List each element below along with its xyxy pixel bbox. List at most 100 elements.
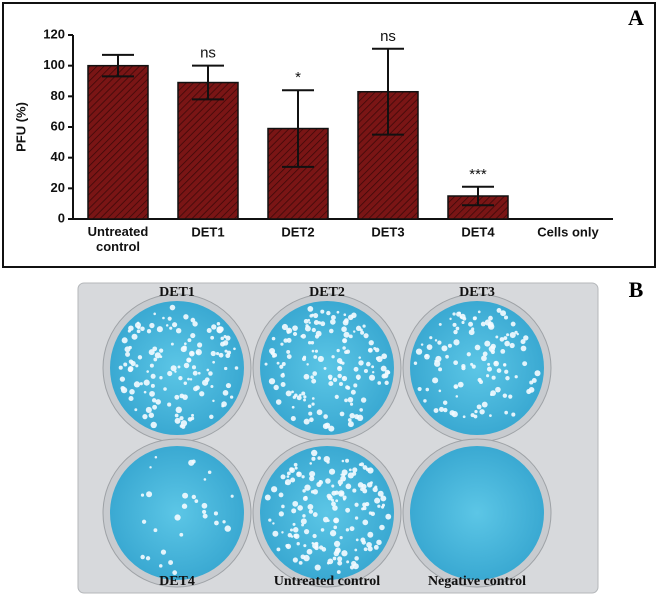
plaque xyxy=(433,408,439,413)
plaque xyxy=(343,313,347,317)
plaque xyxy=(349,402,354,406)
plaque xyxy=(201,509,207,515)
plaque xyxy=(134,408,138,412)
plaque xyxy=(286,330,290,334)
well xyxy=(410,446,544,580)
well-label: DET3 xyxy=(459,285,495,300)
plaque xyxy=(490,390,496,396)
plaque xyxy=(317,355,324,362)
plaque xyxy=(287,328,291,332)
plaque xyxy=(224,349,228,353)
plaque xyxy=(336,348,340,353)
plaque xyxy=(307,306,314,312)
plaque xyxy=(269,347,276,355)
plaque xyxy=(348,334,353,339)
plaque xyxy=(347,472,354,479)
plaque xyxy=(313,312,319,319)
plaque xyxy=(345,349,351,354)
plaque xyxy=(311,349,315,353)
plaque xyxy=(181,503,188,509)
plaque xyxy=(135,364,139,368)
plaque xyxy=(377,490,384,497)
plaque xyxy=(170,365,177,372)
plaque xyxy=(170,342,174,346)
plaque xyxy=(346,560,350,564)
plaque xyxy=(316,409,323,416)
plaque xyxy=(286,471,291,476)
plaque xyxy=(174,514,181,521)
plaque xyxy=(225,335,231,341)
plaque xyxy=(312,542,319,549)
plaque xyxy=(167,316,172,321)
plaque xyxy=(362,324,366,328)
plaque xyxy=(330,314,336,320)
plaque xyxy=(354,516,359,520)
plaque xyxy=(215,352,220,356)
plaque xyxy=(484,319,492,326)
plaque xyxy=(172,322,178,328)
plaque xyxy=(368,374,376,381)
plaque xyxy=(184,342,187,346)
plaque xyxy=(346,385,351,390)
plaque xyxy=(505,375,510,381)
plaque xyxy=(220,336,225,341)
plaque xyxy=(495,335,499,339)
plaque xyxy=(169,326,173,330)
plaque xyxy=(451,411,458,418)
plaque xyxy=(479,380,484,385)
plaque xyxy=(432,377,439,384)
plaque xyxy=(500,348,506,354)
plaque xyxy=(303,418,310,425)
plaque xyxy=(472,316,477,321)
plaque xyxy=(341,550,348,557)
well-label: DET1 xyxy=(159,285,195,300)
plaque xyxy=(486,374,490,378)
plaque xyxy=(180,420,188,427)
plaque xyxy=(342,495,347,500)
plaque xyxy=(225,353,231,359)
plaque xyxy=(479,409,485,415)
plaque xyxy=(146,329,152,334)
plaque xyxy=(206,328,212,333)
plaque xyxy=(351,312,357,319)
plaque xyxy=(154,352,161,359)
plaque xyxy=(313,320,319,326)
plaque xyxy=(453,384,459,389)
plaque xyxy=(310,375,314,379)
plaque xyxy=(152,346,158,352)
plaque xyxy=(268,518,272,522)
plaque xyxy=(302,514,306,518)
plaque xyxy=(182,394,188,400)
plaque xyxy=(496,368,502,373)
plaque xyxy=(350,389,356,395)
plaque xyxy=(225,382,232,389)
plaque xyxy=(452,312,456,316)
plaque xyxy=(499,337,505,342)
plaque xyxy=(376,539,382,546)
plaque xyxy=(148,349,155,356)
plaque xyxy=(278,511,284,517)
plaque xyxy=(303,398,306,402)
plaque xyxy=(325,478,331,484)
plaque xyxy=(434,339,438,342)
plaque xyxy=(502,363,507,367)
plaque xyxy=(443,407,448,413)
plaque xyxy=(495,386,501,393)
plaque xyxy=(150,383,155,388)
error-bar xyxy=(192,64,224,101)
plaque xyxy=(289,467,295,473)
panel-frame xyxy=(2,2,656,268)
plaque xyxy=(133,381,141,388)
y-tick-label: 100 xyxy=(43,57,65,72)
plaque xyxy=(355,374,361,380)
plaque xyxy=(366,361,371,367)
plaque xyxy=(461,365,466,371)
plaque xyxy=(292,500,299,507)
plaque xyxy=(359,408,363,412)
x-tick-label: Cells only xyxy=(537,224,599,239)
plaque xyxy=(313,355,318,359)
plaque xyxy=(447,343,452,348)
plaque xyxy=(150,373,156,379)
plaque xyxy=(190,317,196,323)
plaque xyxy=(520,339,526,345)
